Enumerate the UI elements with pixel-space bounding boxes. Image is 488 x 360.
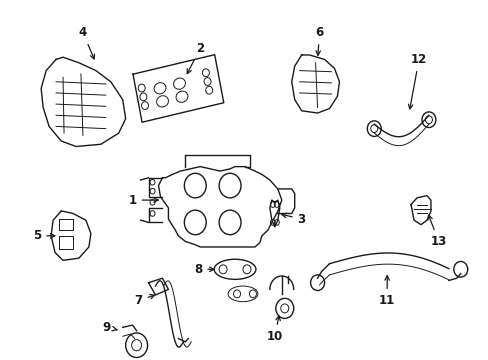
Text: 8: 8 [194, 263, 214, 276]
Text: 13: 13 [427, 215, 446, 248]
Text: 5: 5 [33, 229, 55, 242]
Text: 7: 7 [134, 294, 154, 307]
Text: 2: 2 [187, 42, 204, 73]
Text: 10: 10 [266, 316, 283, 343]
Text: 11: 11 [378, 276, 394, 307]
Text: 3: 3 [281, 212, 305, 226]
Text: 1: 1 [128, 194, 158, 207]
Text: 12: 12 [407, 53, 426, 109]
Text: 4: 4 [79, 26, 94, 59]
Text: 6: 6 [315, 26, 323, 55]
Text: 9: 9 [102, 321, 117, 334]
